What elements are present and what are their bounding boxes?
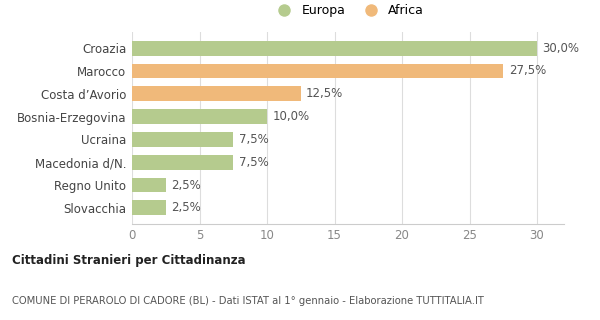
Bar [132,200,166,215]
Text: 7,5%: 7,5% [239,133,268,146]
Bar [132,41,537,56]
Bar [132,178,166,192]
Bar [132,86,301,101]
Text: 2,5%: 2,5% [171,179,201,192]
Text: 27,5%: 27,5% [509,64,546,77]
Bar [132,155,233,170]
Text: 7,5%: 7,5% [239,156,268,169]
Text: 30,0%: 30,0% [542,42,580,55]
Bar [132,132,233,147]
Text: Cittadini Stranieri per Cittadinanza: Cittadini Stranieri per Cittadinanza [12,254,245,267]
Text: 2,5%: 2,5% [171,201,201,214]
Text: COMUNE DI PERAROLO DI CADORE (BL) - Dati ISTAT al 1° gennaio - Elaborazione TUTT: COMUNE DI PERAROLO DI CADORE (BL) - Dati… [12,296,484,306]
Bar [132,64,503,78]
Text: 10,0%: 10,0% [272,110,310,123]
Text: 12,5%: 12,5% [306,87,343,100]
Legend: Europa, Africa: Europa, Africa [267,0,429,22]
Bar [132,109,267,124]
